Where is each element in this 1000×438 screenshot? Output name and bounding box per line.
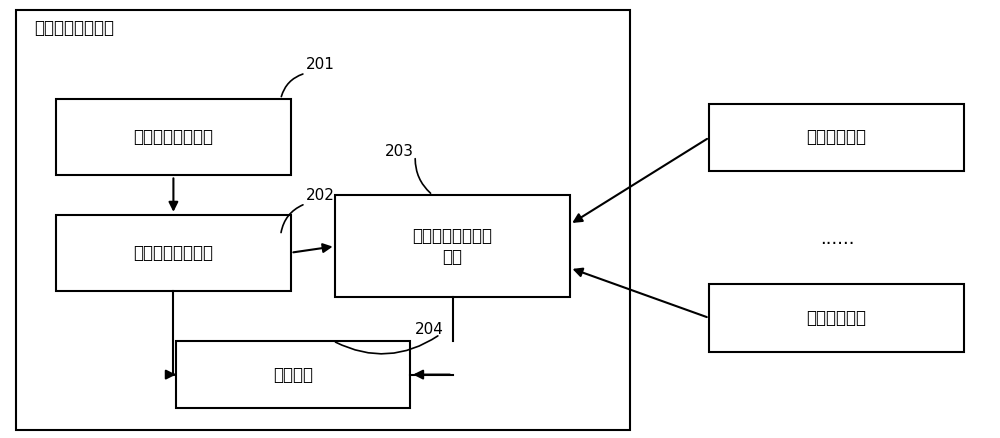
Text: 模块规范维护单元: 模块规范维护单元 (133, 128, 213, 146)
Text: 202: 202 (306, 187, 334, 202)
Text: ......: ...... (820, 230, 854, 247)
Text: 交互单元: 交互单元 (273, 366, 313, 384)
Text: 数据投放系统: 数据投放系统 (807, 309, 867, 327)
Bar (56, 215, 291, 291)
Bar (176, 341, 410, 408)
Text: 数据投放系统接入
单元: 数据投放系统接入 单元 (413, 227, 493, 265)
Bar (709, 104, 964, 171)
Text: 数据投放系统: 数据投放系统 (807, 128, 867, 146)
Bar (709, 284, 964, 352)
Bar (56, 99, 291, 176)
Text: 页面搭建处理系统: 页面搭建处理系统 (34, 19, 114, 37)
Text: 204: 204 (415, 322, 444, 338)
Bar (335, 195, 570, 297)
Bar (16, 10, 630, 430)
Text: 模块分组保存单元: 模块分组保存单元 (133, 244, 213, 262)
Text: 203: 203 (385, 144, 414, 159)
Text: 201: 201 (306, 57, 334, 72)
